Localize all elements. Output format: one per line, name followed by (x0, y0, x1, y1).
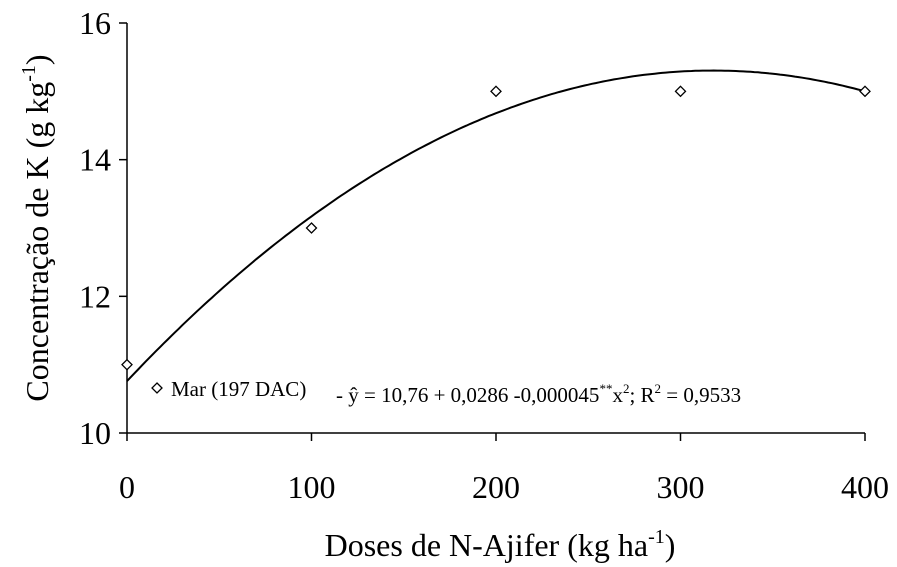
data-point (121, 358, 133, 371)
data-point (674, 85, 687, 98)
x-tick-label: 300 (657, 469, 705, 505)
y-axis: 10 12 14 16 (79, 5, 128, 451)
y-tick-label: 14 (79, 142, 111, 178)
legend-series-label: Mar (197 DAC) (171, 377, 306, 401)
x-tick-label: 100 (288, 469, 336, 505)
x-tick-label: 200 (472, 469, 520, 505)
y-tick-label: 10 (79, 415, 111, 451)
legend-equation: - ŷ = 10,76 + 0,0286 -0,000045**x2; R2 =… (336, 381, 741, 407)
data-point (305, 222, 318, 234)
legend-marker-diamond (151, 382, 163, 394)
data-points (121, 85, 871, 371)
data-point (859, 85, 871, 98)
x-tick-label: 400 (841, 469, 889, 505)
trendline-curve (126, 69, 866, 382)
x-axis: 0 100 200 300 400 (119, 432, 889, 505)
y-axis-label: Concentração de K (g kg-1) (18, 54, 55, 401)
y-ticks: 10 12 14 16 (79, 5, 127, 451)
y-tick-label: 16 (79, 5, 111, 41)
x-ticks: 0 100 200 300 400 (119, 433, 889, 505)
x-axis-label: Doses de N-Ajifer (kg ha-1) (325, 526, 676, 563)
data-point (490, 85, 502, 98)
x-tick-label: 0 (119, 469, 135, 505)
y-tick-label: 12 (79, 278, 111, 314)
legend: Mar (197 DAC) - ŷ = 10,76 + 0,0286 -0,00… (151, 377, 741, 407)
